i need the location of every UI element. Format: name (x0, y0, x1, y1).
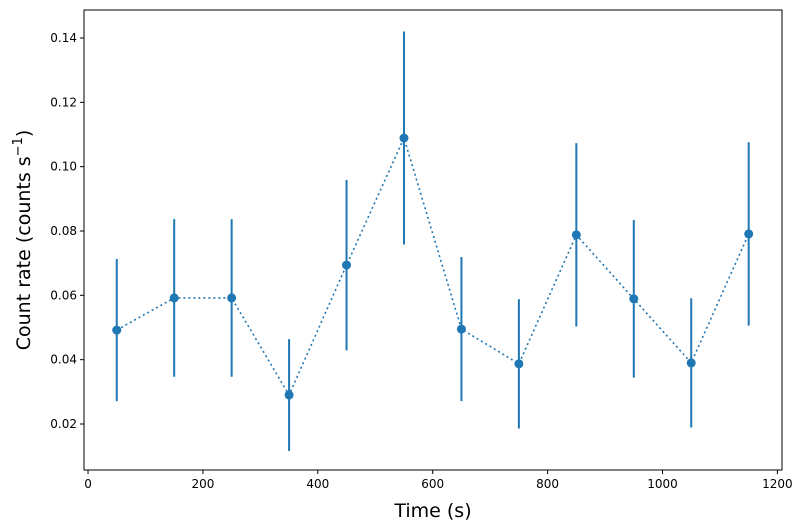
data-point (399, 133, 409, 143)
y-tick-label: 0.08 (50, 224, 77, 238)
data-point (744, 229, 754, 239)
data-point (112, 325, 122, 335)
data-point (284, 390, 294, 400)
y-tick-label: 0.14 (50, 31, 77, 45)
axes-frame (83, 9, 783, 471)
data-point (514, 359, 524, 369)
x-tick-label: 0 (84, 477, 92, 491)
data-point (629, 294, 639, 304)
data-point (686, 358, 696, 368)
y-tick-label: 0.10 (50, 160, 77, 174)
y-tick-label: 0.06 (50, 288, 77, 302)
x-axis-label: Time (s) (393, 500, 471, 522)
y-tick-label: 0.04 (50, 353, 77, 367)
data-point (571, 230, 581, 240)
y-tick-label: 0.02 (50, 417, 77, 431)
data-point (227, 293, 237, 303)
data-point (342, 260, 352, 270)
x-tick-label: 800 (536, 477, 559, 491)
data-point (456, 324, 466, 334)
x-tick-label: 200 (191, 477, 214, 491)
x-tick-label: 1200 (762, 477, 793, 491)
x-tick-label: 600 (421, 477, 444, 491)
y-axis-label: Count rate (counts s−1) (11, 130, 35, 351)
x-tick-label: 400 (306, 477, 329, 491)
x-tick-label: 1000 (647, 477, 678, 491)
data-point (169, 293, 179, 303)
series-line (116, 135, 750, 397)
y-tick-label: 0.12 (50, 95, 77, 109)
